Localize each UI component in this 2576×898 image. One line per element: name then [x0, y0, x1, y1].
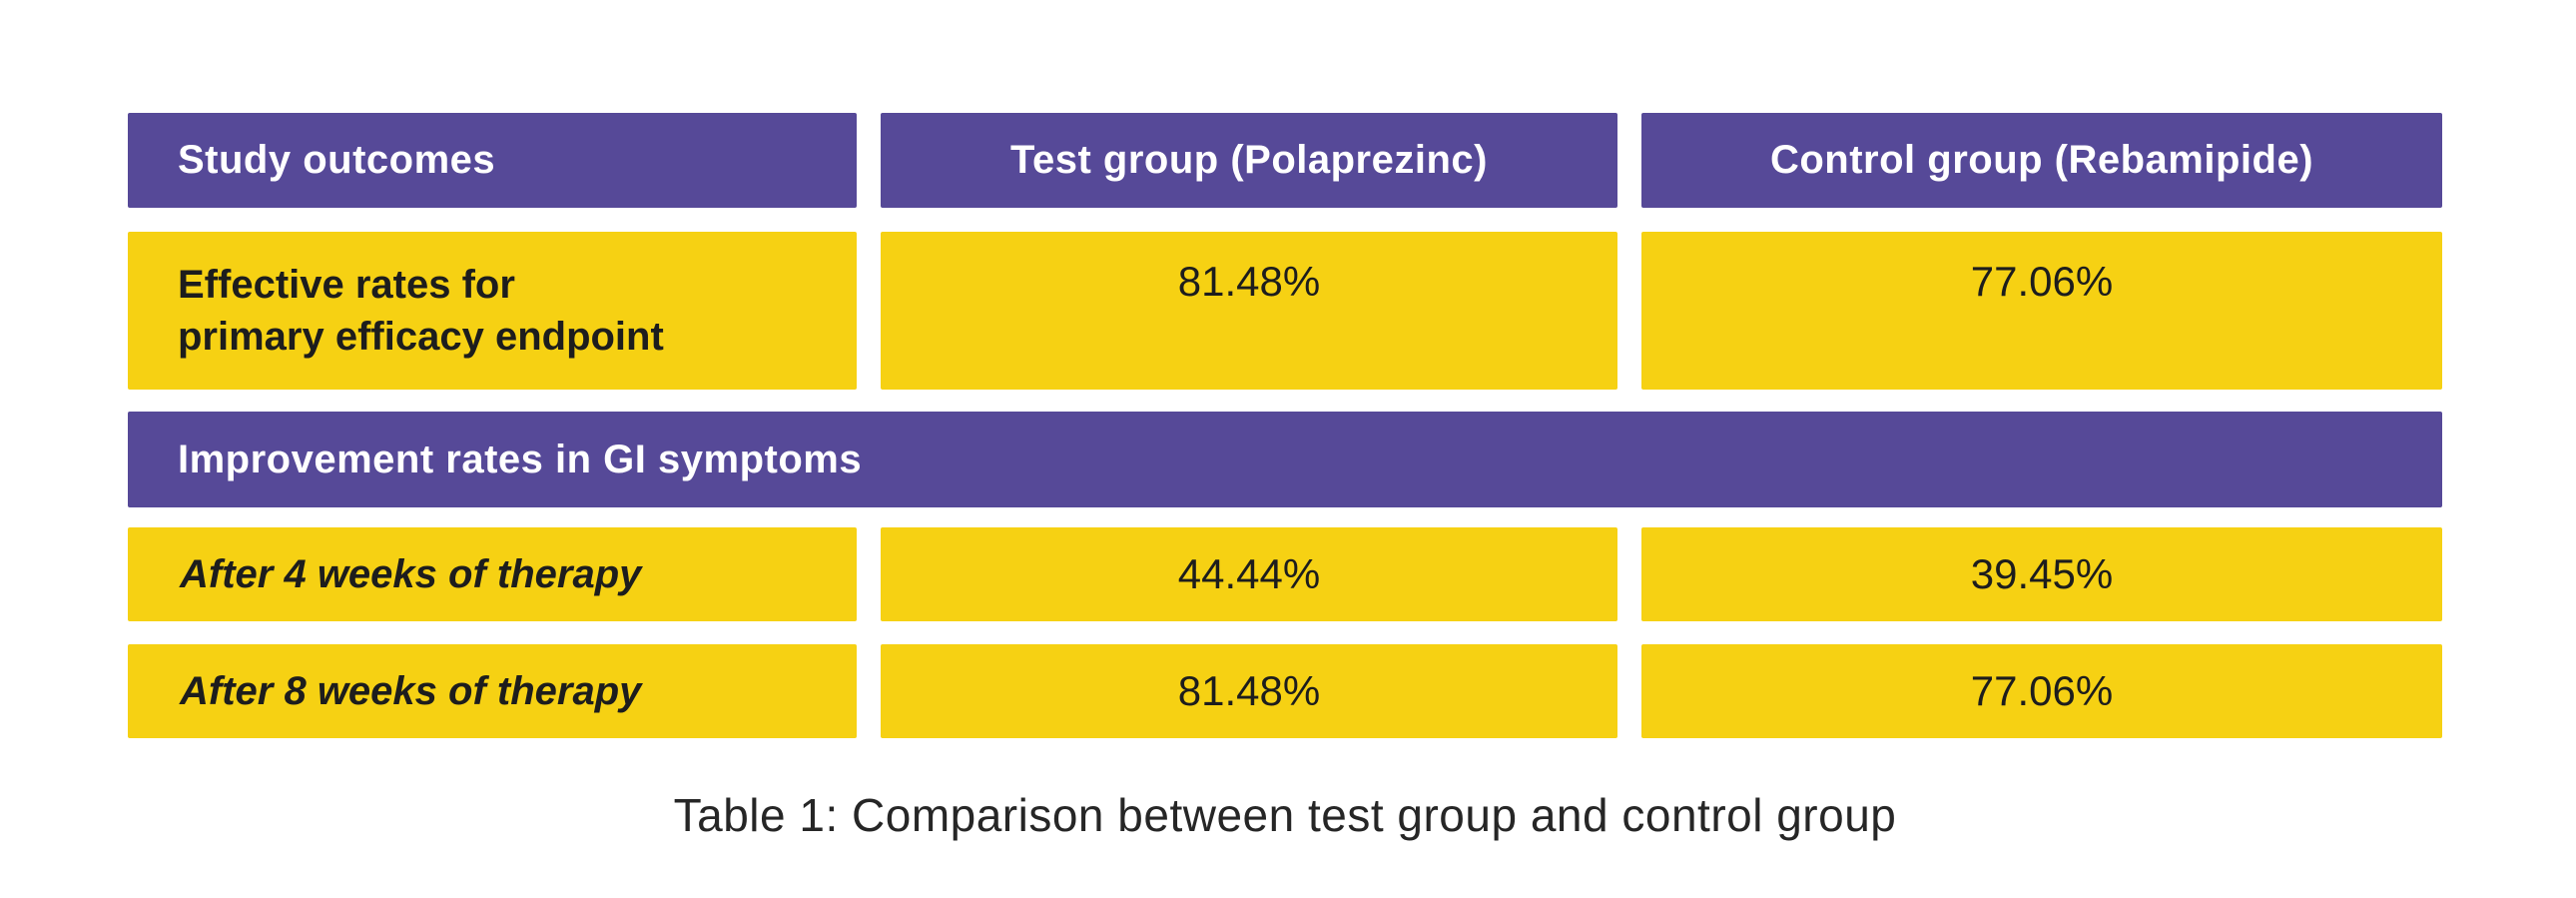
row-label-week8: After 8 weeks of therapy — [128, 644, 857, 738]
effective-rates-label-line2: primary efficacy endpoint — [178, 315, 664, 359]
header-cell-control-group: Control group (Rebamipide) — [1641, 113, 2442, 208]
value-control-week4: 39.45% — [1641, 527, 2442, 621]
row-label-week4: After 4 weeks of therapy — [128, 527, 857, 621]
row-week4: After 4 weeks of therapy 44.44% 39.45% — [128, 527, 2442, 621]
comparison-table: Study outcomes Test group (Polaprezinc) … — [128, 113, 2442, 842]
row-label-effective-rates: Effective rates for primary efficacy end… — [128, 232, 857, 390]
value-test-effective-rates: 81.48% — [881, 232, 1617, 390]
effective-rates-label-line1: Effective rates for — [178, 263, 515, 307]
section-header-gi-symptoms: Improvement rates in GI symptoms — [128, 412, 2442, 507]
section-header-row: Improvement rates in GI symptoms — [128, 412, 2442, 507]
value-control-week8: 77.06% — [1641, 644, 2442, 738]
value-control-effective-rates: 77.06% — [1641, 232, 2442, 390]
value-test-week8: 81.48% — [881, 644, 1617, 738]
row-week8: After 8 weeks of therapy 81.48% 77.06% — [128, 644, 2442, 738]
header-cell-study-outcomes: Study outcomes — [128, 113, 857, 208]
row-effective-rates: Effective rates for primary efficacy end… — [128, 232, 2442, 390]
table-header-row: Study outcomes Test group (Polaprezinc) … — [128, 113, 2442, 208]
header-cell-test-group: Test group (Polaprezinc) — [881, 113, 1617, 208]
table-caption: Table 1: Comparison between test group a… — [673, 789, 1897, 841]
value-test-week4: 44.44% — [881, 527, 1617, 621]
